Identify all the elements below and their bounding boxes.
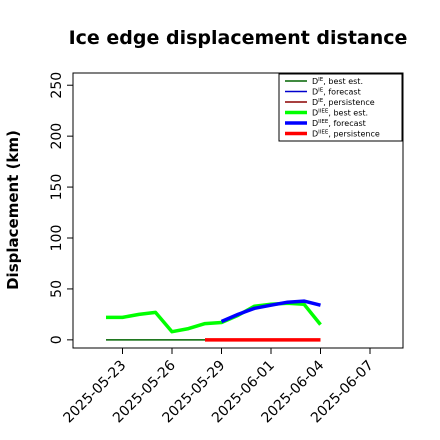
legend-label: DIIEE, forecast <box>312 119 366 128</box>
y-tick-label: 200 <box>49 123 65 150</box>
y-tick-label: 0 <box>49 335 65 344</box>
series-line-4 <box>220 299 321 324</box>
legend-label: DIE, forecast <box>312 88 361 97</box>
plot-frame <box>72 72 404 349</box>
plot-area <box>72 72 404 349</box>
series-line-3 <box>106 301 322 334</box>
y-tick-label: 250 <box>49 72 65 99</box>
legend-label: DIE, persistence <box>312 98 375 107</box>
legend-box <box>278 73 403 142</box>
x-axis: 2025-05-232025-05-262025-05-292025-06-01… <box>60 348 377 426</box>
chart-title: Ice edge displacement distance <box>69 27 408 49</box>
y-tick-label: 50 <box>49 280 65 298</box>
legend-label: DIIEE, persistence <box>312 130 380 139</box>
y-tick-label: 100 <box>49 225 65 252</box>
legend-label: DIE, best est. <box>312 77 363 86</box>
y-tick-label: 150 <box>49 174 65 201</box>
y-axis-label: Displacement (km) <box>4 130 22 290</box>
y-axis: 0 50 100 150 200 250 <box>49 72 73 344</box>
legend-label: DIIEE, best est. <box>312 109 368 118</box>
